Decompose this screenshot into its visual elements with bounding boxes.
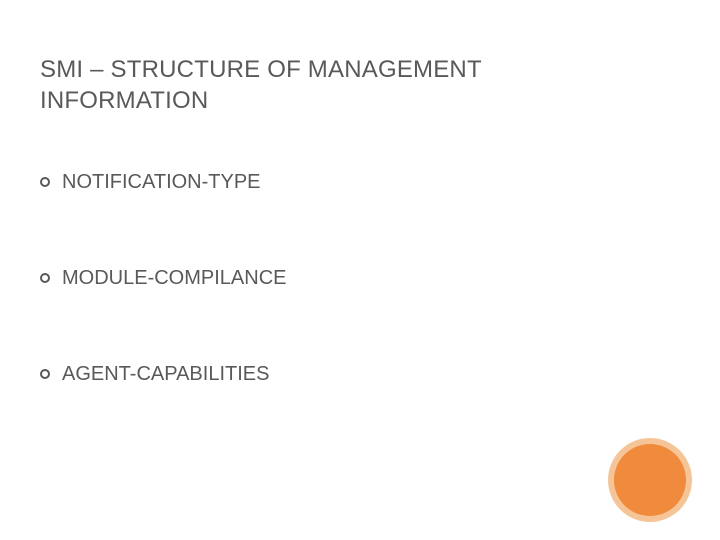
bullet-list: NOTIFICATION-TYPE MODULE-COMPILANCE AGEN…	[40, 170, 600, 458]
list-item-label: MODULE-COMPILANCE	[62, 266, 286, 290]
list-item-label: NOTIFICATION-TYPE	[62, 170, 261, 194]
bullet-icon	[40, 273, 50, 283]
list-item: MODULE-COMPILANCE	[40, 266, 600, 290]
list-item-label: AGENT-CAPABILITIES	[62, 362, 269, 386]
bullet-icon	[40, 369, 50, 379]
list-item: AGENT-CAPABILITIES	[40, 362, 600, 386]
slide-title: SMI – STRUCTURE OF MANAGEMENT INFORMATIO…	[40, 54, 600, 116]
accent-circle-inner	[614, 444, 686, 516]
list-item: NOTIFICATION-TYPE	[40, 170, 600, 194]
slide: SMI – STRUCTURE OF MANAGEMENT INFORMATIO…	[0, 0, 720, 540]
bullet-icon	[40, 177, 50, 187]
